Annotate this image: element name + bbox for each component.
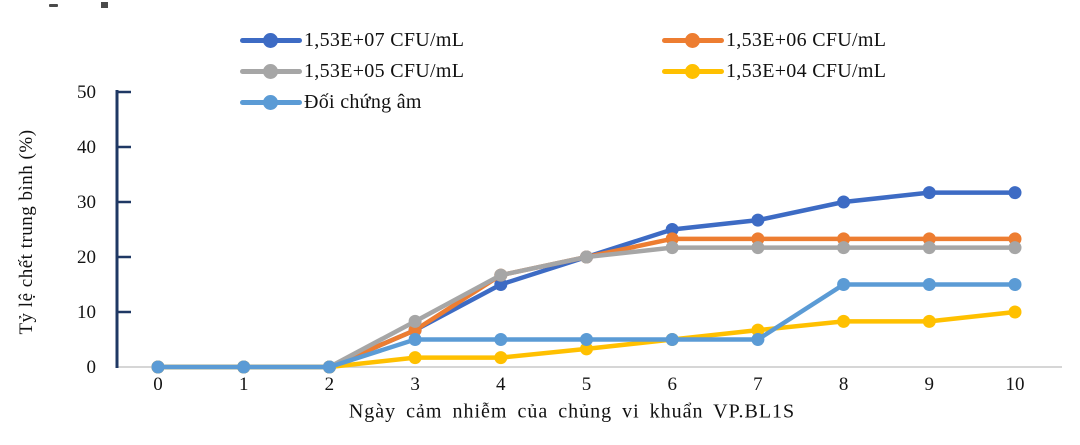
legend-label: 1,53E+05 CFU/mL (304, 60, 465, 82)
legend-item-e06: 1,53E+06 CFU/mL (662, 25, 886, 56)
legend-label: 1,53E+04 CFU/mL (726, 60, 887, 82)
legend-item-e07: 1,53E+07 CFU/mL (240, 25, 464, 56)
svg-text:10: 10 (77, 302, 96, 323)
legend-label: Đối chứng âm (304, 91, 422, 113)
svg-text:9: 9 (925, 374, 935, 395)
legend-label: 1,53E+06 CFU/mL (726, 29, 887, 51)
svg-text:2: 2 (325, 374, 335, 395)
svg-text:3: 3 (410, 374, 420, 395)
legend-marker-line-dot-icon (662, 33, 724, 48)
svg-text:4: 4 (496, 374, 506, 395)
legend-column-right: 1,53E+06 CFU/mL 1,53E+04 CFU/mL (662, 25, 886, 87)
legend-marker-line-dot-icon (240, 33, 302, 48)
legend-marker-line-dot-icon (240, 95, 302, 110)
svg-text:30: 30 (77, 192, 96, 213)
svg-text:50: 50 (77, 82, 96, 103)
legend-item-e04: 1,53E+04 CFU/mL (662, 56, 886, 87)
svg-text:1: 1 (239, 374, 249, 395)
svg-text:0: 0 (153, 374, 163, 395)
svg-text:20: 20 (77, 247, 96, 268)
svg-text:10: 10 (1006, 374, 1025, 395)
y-axis-title: Tỷ lệ chết trung bình (%) (16, 129, 37, 335)
svg-text:8: 8 (839, 374, 849, 395)
svg-text:5: 5 (582, 374, 592, 395)
crop-artifact-dash (49, 4, 58, 7)
legend-marker-line-dot-icon (662, 64, 724, 79)
x-axis-title: Ngày cảm nhiễm của chủng vi khuẩn VP.BL1… (348, 400, 796, 423)
legend-marker-line-dot-icon (240, 64, 302, 79)
svg-text:7: 7 (753, 374, 763, 395)
legend-item-e05: 1,53E+05 CFU/mL (240, 56, 464, 87)
legend-item-negative-control: Đối chứng âm (240, 87, 464, 118)
legend-column-left: 1,53E+07 CFU/mL 1,53E+05 CFU/mL Đối chứn… (240, 25, 464, 118)
crop-artifact-square (101, 2, 108, 8)
svg-text:6: 6 (667, 374, 677, 395)
svg-text:0: 0 (87, 357, 97, 378)
legend-label: 1,53E+07 CFU/mL (304, 29, 465, 51)
svg-text:40: 40 (77, 137, 96, 158)
